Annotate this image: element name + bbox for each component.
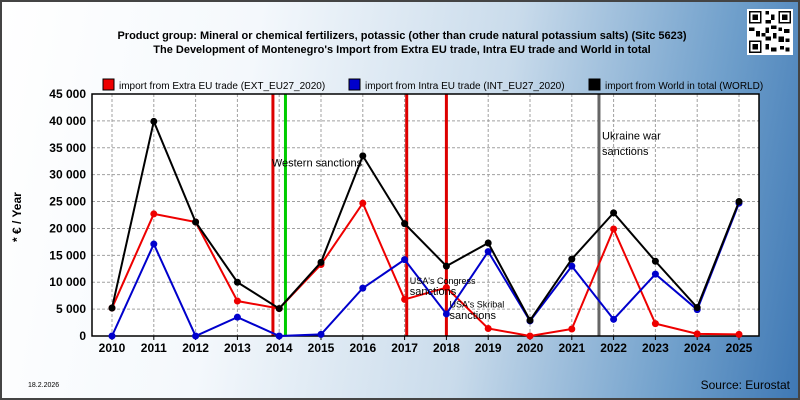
x-tick-label: 2012: [182, 341, 209, 355]
legend-swatch: [348, 78, 361, 91]
plot-border: [91, 93, 760, 337]
data-point: [568, 325, 576, 333]
data-point: [401, 220, 409, 228]
x-tick-label: 2018: [433, 341, 460, 355]
chart-title-line-2: The Development of Montenegro's Import f…: [153, 44, 651, 56]
data-point: [108, 332, 116, 340]
data-point: [401, 295, 409, 303]
data-point: [192, 218, 200, 226]
x-tick-label: 2019: [475, 341, 502, 355]
data-point: [150, 117, 158, 125]
event-annotation: Ukraine war: [602, 131, 661, 143]
data-point: [442, 284, 450, 292]
data-point: [359, 284, 367, 292]
legend-label: import from Extra EU trade (EXT_EU27_202…: [119, 81, 325, 92]
data-point: [735, 198, 743, 206]
legend-label: import from World in total (WORLD): [605, 81, 763, 92]
y-axis-label: * € / Year: [10, 192, 24, 242]
y-tick-label: 0: [79, 329, 86, 343]
x-tick-label: 2020: [517, 341, 544, 355]
y-tick-label: 35 000: [49, 141, 86, 155]
data-point: [693, 303, 701, 311]
data-point: [442, 262, 450, 270]
data-point: [275, 332, 283, 340]
data-point: [484, 324, 492, 332]
event-annotation: USA's Congress: [410, 276, 476, 286]
data-point: [150, 240, 158, 248]
data-point: [233, 278, 241, 286]
data-point: [275, 305, 283, 313]
event-annotation: sanctions: [449, 310, 496, 322]
y-tick-label: 25 000: [49, 195, 86, 209]
data-point: [150, 210, 158, 218]
event-annotation: sanctions: [410, 286, 457, 298]
y-tick-label: 10 000: [49, 275, 86, 289]
data-point: [526, 316, 534, 324]
data-point: [359, 199, 367, 207]
series-line: [111, 201, 740, 338]
data-point: [526, 332, 534, 340]
data-point: [317, 258, 325, 266]
chart-title-line-1: Product group: Mineral or chemical ferti…: [117, 30, 687, 42]
data-point: [484, 248, 492, 256]
x-tick-label: 2023: [642, 341, 669, 355]
x-tick-label: 2017: [391, 341, 418, 355]
data-point: [317, 330, 325, 338]
x-tick-label: 2011: [141, 341, 167, 355]
x-tick-label: 2014: [266, 341, 293, 355]
x-tick-label: 2013: [224, 341, 251, 355]
qr-code-icon: [747, 9, 793, 55]
data-point: [693, 330, 701, 338]
legend-swatch: [588, 78, 601, 91]
legend-label: import from Intra EU trade (INT_EU27_202…: [365, 81, 565, 92]
y-tick-label: 45 000: [49, 87, 86, 101]
data-point: [484, 239, 492, 247]
event-annotation: sanctions: [602, 146, 649, 158]
data-point: [610, 225, 618, 233]
plot-area: [92, 94, 759, 336]
legend-swatch: [102, 78, 115, 91]
x-tick-label: 2021: [558, 341, 585, 355]
x-tick-label: 2024: [684, 341, 711, 355]
data-point: [610, 315, 618, 323]
y-tick-label: 15 000: [49, 248, 86, 262]
data-point: [568, 262, 576, 270]
data-point: [735, 330, 743, 338]
x-tick-label: 2010: [99, 341, 126, 355]
x-tick-label: 2015: [308, 341, 335, 355]
event-annotation: USA's Skribal: [449, 299, 504, 309]
data-point: [192, 332, 200, 340]
data-point: [651, 270, 659, 278]
data-point: [568, 255, 576, 263]
data-point: [108, 304, 116, 312]
x-tick-label: 2022: [600, 341, 627, 355]
data-point: [610, 209, 618, 217]
data-point: [442, 310, 450, 318]
data-point: [233, 297, 241, 305]
data-point: [359, 152, 367, 160]
source-label: Source: Eurostat: [700, 378, 790, 392]
y-tick-label: 20 000: [49, 221, 86, 235]
y-tick-label: 5 000: [56, 302, 86, 316]
data-point: [651, 320, 659, 328]
data-point: [401, 256, 409, 264]
event-annotation: Western sanctions: [272, 158, 363, 170]
series-line: [111, 202, 740, 338]
series-line: [111, 118, 740, 323]
x-tick-label: 2016: [349, 341, 376, 355]
date-stamp: 18.2.2026: [28, 382, 60, 389]
data-point: [651, 257, 659, 265]
y-tick-label: 30 000: [49, 168, 86, 182]
y-tick-label: 40 000: [49, 114, 86, 128]
data-point: [233, 313, 241, 321]
x-tick-label: 2025: [726, 341, 753, 355]
